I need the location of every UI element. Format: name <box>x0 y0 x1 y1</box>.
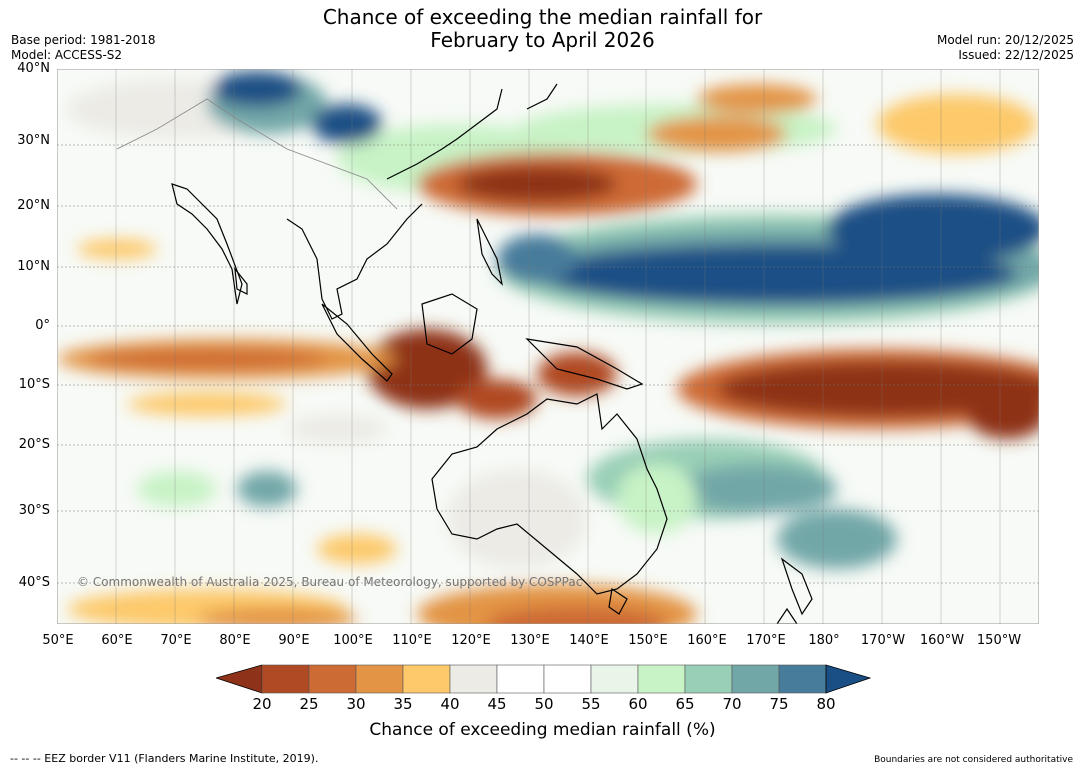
lon-label: 140°E <box>569 633 609 648</box>
colorbar-segment <box>496 664 545 694</box>
colorbar-segment <box>543 664 592 694</box>
lat-label: 40°S <box>18 575 50 590</box>
lat-label: 10°S <box>18 377 50 392</box>
colorbar-segment <box>261 664 310 694</box>
colorbar-tick: 60 <box>628 695 648 713</box>
lat-label: 30°S <box>18 503 50 518</box>
colorbar-tick: 20 <box>252 695 272 713</box>
map-title-line2: February to April 2026 <box>430 28 655 52</box>
colorbar-tick: 55 <box>581 695 601 713</box>
colorbar-segment <box>731 664 780 694</box>
lon-label: 50°E <box>42 633 74 648</box>
colorbar-segment <box>637 664 686 694</box>
colorbar-tick: 75 <box>769 695 789 713</box>
lon-label: 170°E <box>746 633 786 648</box>
lon-label: 160°W <box>919 633 965 648</box>
colorbar-tick: 35 <box>393 695 413 713</box>
lon-label: 150°W <box>976 633 1022 648</box>
lon-label: 130°E <box>510 633 550 648</box>
lon-label: 70°E <box>160 633 192 648</box>
lat-label: 30°N <box>17 133 50 148</box>
lon-label: 180° <box>808 633 840 648</box>
colorbar-tick: 25 <box>299 695 319 713</box>
issued-date: Issued: 22/12/2025 <box>958 48 1074 62</box>
lon-label: 100°E <box>333 633 373 648</box>
coastlines <box>171 83 813 624</box>
lon-label: 60°E <box>101 633 133 648</box>
lat-label: 20°S <box>18 437 50 452</box>
colorbar-tick: 80 <box>816 695 836 713</box>
lon-label: 90°E <box>278 633 310 648</box>
lon-label: 110°E <box>392 633 432 648</box>
model-run: Model run: 20/12/2025 <box>936 33 1074 47</box>
base-period: Base period: 1981-2018 <box>11 33 156 47</box>
colorbar-segment <box>355 664 404 694</box>
lat-label: 20°N <box>17 198 50 213</box>
colorbar-segment <box>449 664 498 694</box>
colorbar <box>216 664 871 694</box>
lon-label: 170°W <box>860 633 906 648</box>
colorbar-segment <box>778 664 827 694</box>
lon-label: 120°E <box>451 633 491 648</box>
rainfall-map: © Commonwealth of Australia 2025, Bureau… <box>57 69 1039 624</box>
lon-label: 80°E <box>219 633 251 648</box>
eez-note: -- -- -- EEZ border V11 (Flanders Marine… <box>10 752 319 765</box>
colorbar-label: Chance of exceeding median rainfall (%) <box>369 720 716 740</box>
colorbar-tick: 40 <box>440 695 460 713</box>
copyright-notice: © Commonwealth of Australia 2025, Bureau… <box>77 575 582 589</box>
colorbar-segment <box>825 664 871 694</box>
colorbar-segment <box>684 664 733 694</box>
model-name: Model: ACCESS-S2 <box>11 48 123 62</box>
colorbar-segment <box>308 664 357 694</box>
lat-label: 0° <box>35 318 50 333</box>
boundaries-note: Boundaries are not considered authoritat… <box>874 755 1073 765</box>
colorbar-tick: 65 <box>675 695 695 713</box>
colorbar-tick: 70 <box>722 695 742 713</box>
colorbar-tick: 50 <box>534 695 554 713</box>
lat-label: 40°N <box>17 61 50 76</box>
colorbar-segment <box>590 664 639 694</box>
colorbar-tick: 30 <box>346 695 366 713</box>
colorbar-tick: 45 <box>487 695 507 713</box>
colorbar-segment <box>402 664 451 694</box>
map-title-line1: Chance of exceeding the median rainfall … <box>322 5 763 29</box>
lon-label: 160°E <box>687 633 727 648</box>
lon-label: 150°E <box>628 633 668 648</box>
colorbar-segment <box>216 664 263 694</box>
lat-label: 10°N <box>17 259 50 274</box>
